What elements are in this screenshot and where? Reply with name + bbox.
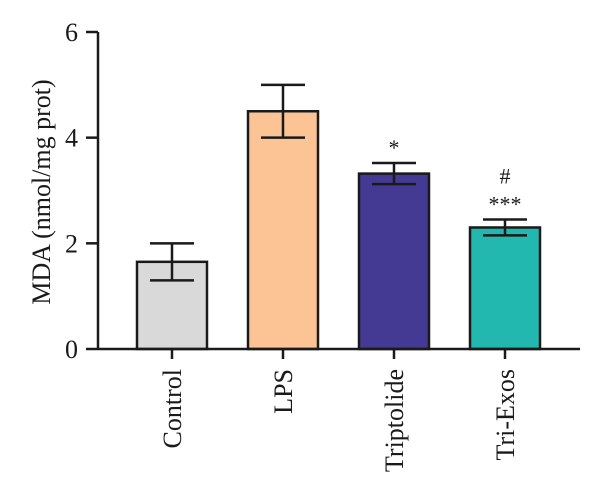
x-tick-label: Tri-Exos: [491, 369, 520, 461]
bar-tri-exos: [468, 226, 542, 351]
y-axis-title: MDA (nmol/mg prot): [27, 79, 56, 304]
significance-marker: ***: [489, 192, 522, 217]
y-tick-label: 6: [65, 18, 78, 47]
x-tick-label: LPS: [269, 369, 298, 414]
x-tick-label: Control: [158, 369, 187, 448]
x-axis-ticks: Control LPS Triptolide Tri-Exos: [158, 349, 520, 472]
x-tick-label: Triptolide: [380, 369, 409, 472]
bar-triptolide: [357, 172, 431, 351]
bar-lps: [246, 110, 320, 351]
y-tick-label: 2: [65, 229, 78, 258]
y-axis-ticks: 0 2 4 6: [65, 18, 98, 364]
bars: * # ***: [135, 83, 542, 351]
y-tick-label: 4: [65, 124, 78, 153]
significance-marker: #: [500, 164, 511, 189]
significance-marker: *: [389, 135, 400, 160]
y-tick-label: 0: [65, 335, 78, 364]
